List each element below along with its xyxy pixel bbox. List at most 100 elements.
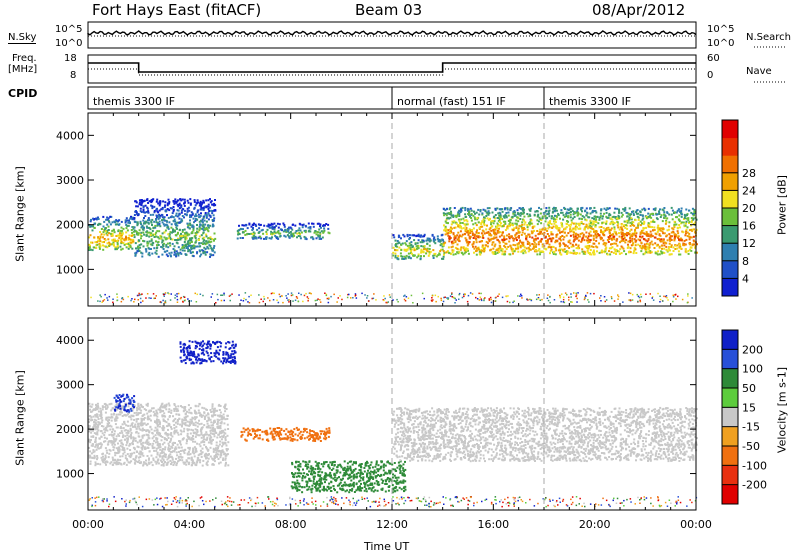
power-cell xyxy=(591,217,594,220)
velocity-cell xyxy=(175,429,178,432)
power-cell xyxy=(423,248,425,251)
velocity-cell xyxy=(185,459,188,462)
velocity-cell xyxy=(100,413,103,416)
velocity-cell xyxy=(104,447,107,450)
power-cell xyxy=(611,216,614,219)
power-cell xyxy=(684,224,687,227)
velocity-cell xyxy=(119,459,122,461)
power-cell xyxy=(671,209,674,212)
power-cell xyxy=(539,240,542,242)
power-cell xyxy=(457,225,460,228)
velocity-cell xyxy=(94,461,97,464)
power-cell xyxy=(444,212,447,215)
power-cell xyxy=(263,237,265,240)
velocity-cell xyxy=(108,422,111,424)
velocity-cell xyxy=(181,406,184,409)
power-cell xyxy=(133,226,136,229)
power-cell xyxy=(634,234,637,237)
power-cell xyxy=(137,213,140,215)
power-cell xyxy=(639,244,642,247)
power-cell xyxy=(618,208,620,211)
power-cell xyxy=(481,246,484,249)
power-cell xyxy=(139,210,142,213)
velocity-cell xyxy=(213,428,216,431)
velocity-cell xyxy=(219,440,222,443)
power-cell xyxy=(170,251,173,254)
velocity-cell xyxy=(146,443,149,445)
velocity-cell xyxy=(159,455,162,458)
power-cell xyxy=(90,218,92,221)
velocity-cell xyxy=(218,403,221,406)
power-cell xyxy=(155,252,158,255)
power-cell xyxy=(164,201,167,204)
power-cell xyxy=(325,223,328,225)
velocity-cell xyxy=(226,453,229,456)
power-cell xyxy=(690,221,693,224)
power-cell xyxy=(159,202,162,205)
power-cell xyxy=(574,227,577,230)
power-cell xyxy=(632,243,634,246)
velocity-cell xyxy=(117,449,120,452)
power-cell xyxy=(409,236,411,239)
velocity-cell xyxy=(96,432,99,435)
velocity-cell xyxy=(143,446,146,449)
velocity-cell xyxy=(156,444,159,447)
power-cell xyxy=(209,253,212,256)
power-cell xyxy=(169,216,172,219)
power-cell xyxy=(555,249,558,252)
power-cell xyxy=(583,228,586,231)
power-cell xyxy=(488,240,491,243)
velocity-cell xyxy=(127,461,130,464)
power-cell xyxy=(318,236,321,239)
power-cell xyxy=(588,240,591,243)
velocity-cell xyxy=(141,452,144,455)
velocity-cell xyxy=(192,440,194,443)
velocity-cell xyxy=(123,462,125,465)
power-cell xyxy=(95,217,98,220)
velocity-cell xyxy=(216,420,219,423)
velocity-cell xyxy=(115,413,118,416)
power-cell xyxy=(579,213,582,216)
velocity-cell xyxy=(207,426,210,429)
power-cell xyxy=(611,221,614,224)
velocity-cell xyxy=(178,459,181,462)
power-cell xyxy=(644,209,646,212)
power-cell xyxy=(574,228,577,231)
velocity-cell xyxy=(122,434,125,437)
power-cell xyxy=(681,230,684,233)
power-cell xyxy=(273,230,276,233)
power-cell xyxy=(602,233,605,236)
power-cell xyxy=(92,225,94,228)
power-cell xyxy=(670,244,673,247)
power-cell xyxy=(180,209,183,212)
power-cell xyxy=(118,237,121,239)
power-cell xyxy=(168,202,171,205)
power-cell xyxy=(540,238,543,241)
velocity-cell xyxy=(190,456,193,459)
power-cell xyxy=(207,212,210,215)
velocity-cell xyxy=(154,441,157,444)
power-cell xyxy=(465,241,468,244)
power-cell xyxy=(410,248,413,251)
power-cell xyxy=(173,249,176,252)
velocity-cell xyxy=(146,438,149,441)
power-cell xyxy=(676,226,679,229)
power-cell xyxy=(193,207,196,210)
power-cell xyxy=(202,223,205,226)
power-cell xyxy=(521,227,524,229)
velocity-cell xyxy=(160,439,163,442)
velocity-cell xyxy=(145,429,148,432)
power-cell xyxy=(494,207,497,210)
power-cell xyxy=(604,229,607,232)
power-cell xyxy=(685,222,687,225)
velocity-cell xyxy=(146,464,149,467)
power-cell xyxy=(123,238,126,241)
power-cell xyxy=(678,220,681,223)
power-cell xyxy=(176,203,179,206)
power-cell xyxy=(142,231,145,234)
velocity-cell xyxy=(209,432,212,435)
velocity-cell xyxy=(129,416,132,419)
power-cell xyxy=(211,223,214,226)
velocity-cell xyxy=(215,451,218,454)
power-cell xyxy=(485,240,488,243)
